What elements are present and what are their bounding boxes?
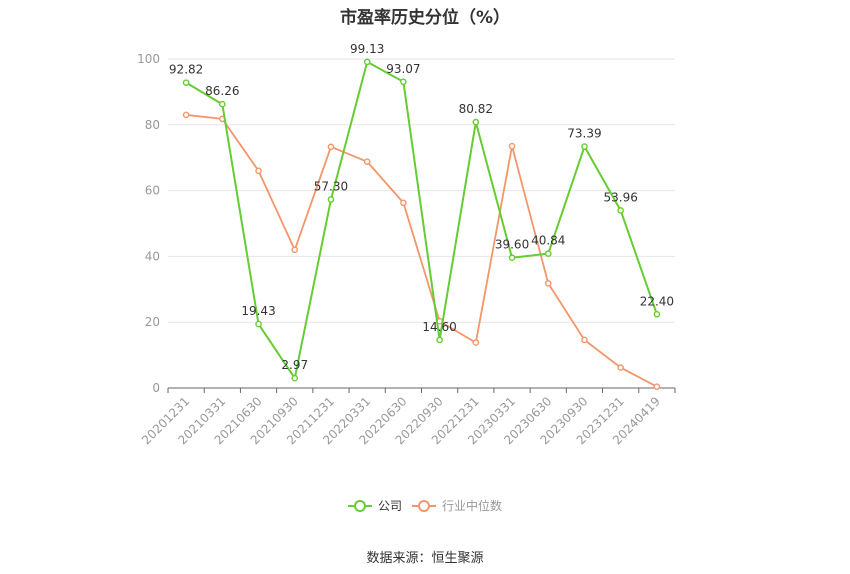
company-data-label: 14.60	[422, 320, 456, 334]
company-data-label: 86.26	[205, 84, 239, 98]
industry-median-point	[544, 280, 552, 287]
industry-median-point	[255, 167, 262, 175]
grid-layer	[168, 58, 675, 323]
company-data-label: 22.40	[640, 294, 674, 308]
y-tick-label: 100	[137, 52, 160, 66]
company-data-label: 80.82	[459, 102, 493, 116]
industry-median-point	[327, 143, 335, 151]
company-data-label: 19.43	[241, 304, 275, 318]
industry-median-point	[291, 246, 299, 254]
legend: 公司 行业中位数	[348, 498, 502, 513]
company-point	[617, 207, 624, 214]
company-point	[581, 143, 588, 150]
y-tick-label: 60	[145, 184, 160, 198]
industry-median-point	[653, 383, 661, 390]
legend-item-company: 公司	[348, 499, 402, 513]
company-point	[653, 311, 661, 318]
legend-item-industry-median: 行业中位数	[412, 498, 502, 513]
company-data-label: 57.30	[314, 179, 348, 193]
company-data-label: 2.97	[281, 358, 308, 372]
legend-label: 行业中位数	[442, 498, 502, 513]
chart-title: 市盈率历史分位（%）	[339, 8, 511, 28]
industry-median-line	[186, 114, 658, 388]
company-point	[291, 374, 299, 382]
legend-swatch-marker	[418, 500, 430, 512]
company-line	[185, 60, 658, 380]
company-data-label: 40.84	[531, 234, 565, 248]
company-point	[182, 79, 190, 86]
industry-median-point	[400, 199, 407, 207]
legend-label: 公司	[378, 499, 402, 513]
company-point	[255, 320, 262, 328]
company-point	[436, 336, 443, 344]
y-tick-label: 80	[145, 118, 160, 132]
company-point	[544, 250, 552, 257]
axis-layer: 0204060801002020123120210331202106302021…	[137, 52, 676, 447]
company-data-label: 53.96	[603, 190, 637, 204]
y-tick-label: 0	[152, 381, 160, 395]
company-data-label: 93.07	[386, 62, 420, 76]
industry-median-point	[363, 158, 371, 165]
industry-median-point	[508, 142, 516, 150]
y-tick-label: 40	[145, 249, 160, 263]
industry-median-point	[617, 364, 624, 371]
company-point	[400, 78, 407, 86]
series-layer	[182, 58, 661, 390]
industry-median-point	[182, 111, 190, 119]
legend-swatch-marker	[354, 500, 366, 512]
source-note: 数据来源：恒生聚源	[366, 551, 484, 566]
company-point	[219, 100, 226, 108]
company-point	[363, 58, 371, 66]
company-data-label: 92.82	[169, 63, 203, 77]
company-point	[327, 196, 335, 203]
industry-median-point	[472, 339, 480, 346]
company-point	[472, 118, 480, 126]
company-data-label: 99.13	[350, 42, 384, 56]
industry-median-point	[581, 336, 588, 344]
y-tick-label: 20	[145, 315, 160, 329]
company-data-label: 73.39	[567, 127, 601, 141]
company-data-label: 39.60	[495, 238, 529, 252]
company-point	[508, 254, 516, 262]
